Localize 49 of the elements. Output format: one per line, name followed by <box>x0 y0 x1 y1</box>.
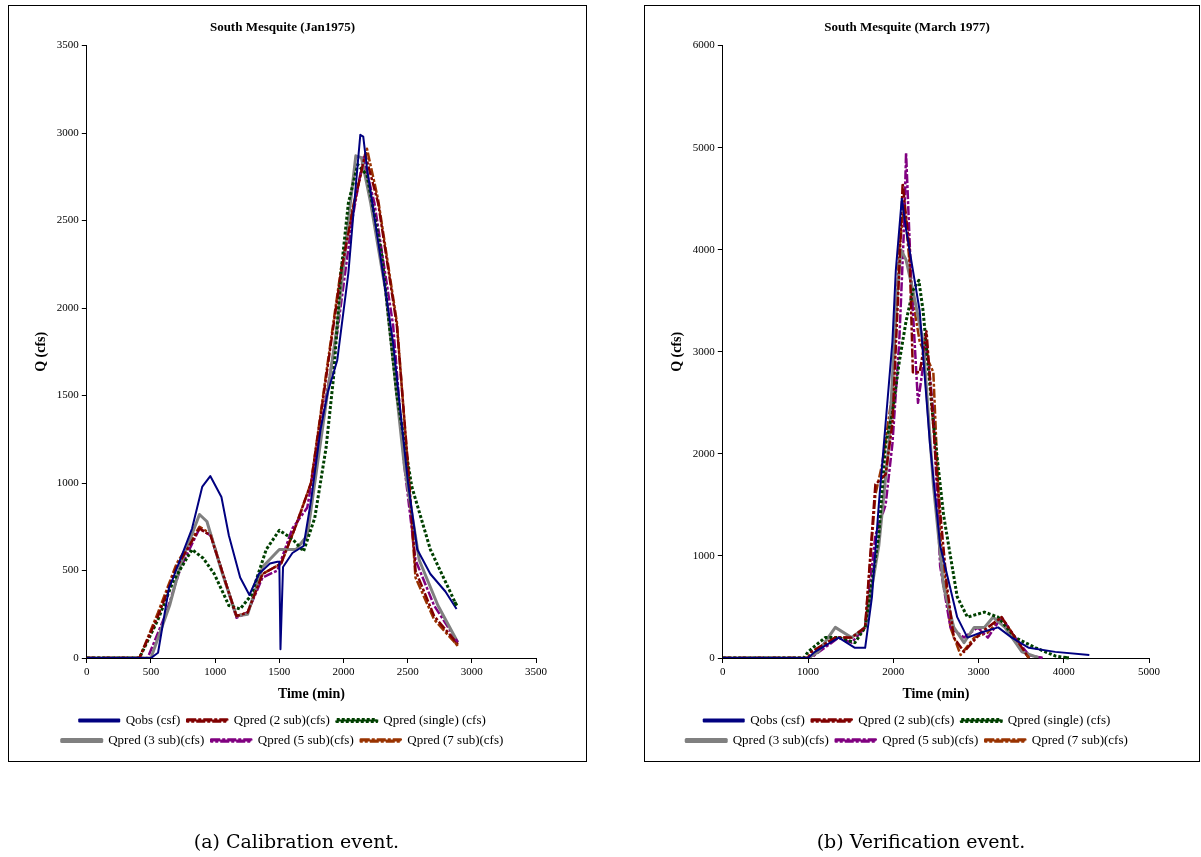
chart-title: South Mesquite (March 1977) <box>824 19 990 35</box>
legend-label: Qpred (single) (cfs) <box>1007 711 1111 727</box>
y-tick-label: 4000 <box>692 242 716 255</box>
legend-label: Qobs (csf) <box>125 711 181 727</box>
y-tick-label: 2000 <box>56 300 80 313</box>
legend-label: Qpred (7 sub)(cfs) <box>1031 731 1128 747</box>
x-tick-label: 4000 <box>1052 665 1076 678</box>
y-tick-label: 6000 <box>692 38 716 51</box>
y-tick-label: 2000 <box>692 446 716 459</box>
y-axis-title: Q (cfs) <box>669 331 686 372</box>
x-axis-title: Time (min) <box>902 686 970 703</box>
y-tick-label: 3000 <box>692 344 716 357</box>
x-tick-label: 1000 <box>204 665 227 678</box>
x-tick-label: 0 <box>720 665 727 678</box>
y-tick-label: 1500 <box>56 388 80 401</box>
x-tick-label: 2500 <box>396 665 420 678</box>
x-tick-label: 3000 <box>460 665 484 678</box>
x-tick-label: 2000 <box>882 665 905 678</box>
x-tick-label: 3000 <box>967 665 991 678</box>
x-tick-label: 1000 <box>797 665 820 678</box>
legend-label: Qpred (single) (cfs) <box>383 711 486 727</box>
y-tick-label: 3000 <box>56 125 80 138</box>
legend-label: Qpred (7 sub)(cfs) <box>407 731 504 747</box>
y-tick-label: 5000 <box>692 140 716 153</box>
x-tick-label: 3500 <box>525 665 548 678</box>
y-tick-label: 3500 <box>56 38 80 51</box>
x-tick-label: 0 <box>84 665 91 678</box>
y-axis-title: Q (cfs) <box>33 331 50 372</box>
y-tick-label: 500 <box>62 563 80 576</box>
x-tick-label: 5000 <box>1138 665 1161 678</box>
x-tick-label: 1500 <box>268 665 291 678</box>
chart-title: South Mesquite (Jan1975) <box>209 19 356 35</box>
legend-label: Qpred (5 sub)(cfs) <box>882 731 979 747</box>
legend-label: Qobs (csf) <box>750 711 805 727</box>
y-tick-label: 1000 <box>56 475 80 488</box>
legend-label: Qpred (3 sub)(cfs) <box>732 731 829 747</box>
y-tick-label: 0 <box>73 650 80 663</box>
x-tick-label: 500 <box>142 665 160 678</box>
x-axis-title: Time (min) <box>277 686 346 703</box>
text: (a) Calibration event. <box>192 830 401 852</box>
x-tick-label: 2000 <box>332 665 355 678</box>
y-tick-label: 1000 <box>692 548 716 561</box>
legend-label: Qpred (2 sub)(cfs) <box>233 711 330 727</box>
legend-label: Qpred (2 sub)(cfs) <box>858 711 955 727</box>
legend-label: Qpred (3 sub)(cfs) <box>108 731 205 747</box>
text: (b) Verification event. <box>815 830 1027 852</box>
legend-label: Qpred (5 sub)(cfs) <box>257 731 354 747</box>
y-tick-label: 2500 <box>56 213 80 226</box>
y-tick-label: 0 <box>709 650 716 663</box>
